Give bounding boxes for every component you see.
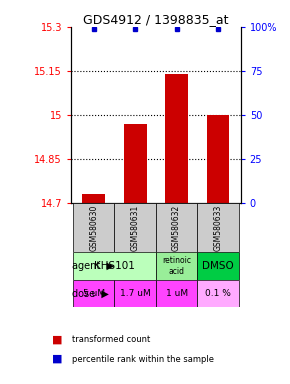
Bar	[165, 74, 188, 203]
Bar	[73, 280, 115, 307]
Text: ■: ■	[52, 335, 63, 345]
Text: ■: ■	[52, 354, 63, 364]
Text: GSM580633: GSM580633	[213, 204, 222, 251]
Text: DMSO: DMSO	[202, 261, 234, 271]
Bar	[73, 252, 156, 280]
Text: agent  ▶: agent ▶	[72, 261, 114, 271]
Bar	[197, 252, 239, 280]
Text: KHS101: KHS101	[94, 261, 135, 271]
Bar	[206, 115, 229, 203]
Text: retinoic
acid: retinoic acid	[162, 256, 191, 276]
Bar	[197, 280, 239, 307]
Text: GSM580631: GSM580631	[131, 204, 140, 251]
Bar	[197, 203, 239, 252]
Bar	[124, 124, 146, 203]
Bar	[73, 203, 115, 252]
Text: percentile rank within the sample: percentile rank within the sample	[72, 354, 215, 364]
Text: transformed count: transformed count	[72, 335, 151, 344]
Bar	[156, 203, 197, 252]
Text: 5 uM: 5 uM	[83, 289, 105, 298]
Title: GDS4912 / 1398835_at: GDS4912 / 1398835_at	[83, 13, 229, 26]
Bar	[156, 252, 197, 280]
Bar	[115, 203, 156, 252]
Text: dose  ▶: dose ▶	[72, 288, 109, 298]
Text: 1 uM: 1 uM	[166, 289, 188, 298]
Text: GSM580630: GSM580630	[89, 204, 98, 251]
Text: GSM580632: GSM580632	[172, 204, 181, 251]
Text: 0.1 %: 0.1 %	[205, 289, 231, 298]
Bar	[82, 194, 105, 203]
Text: 1.7 uM: 1.7 uM	[120, 289, 151, 298]
Bar	[115, 280, 156, 307]
Bar	[156, 280, 197, 307]
